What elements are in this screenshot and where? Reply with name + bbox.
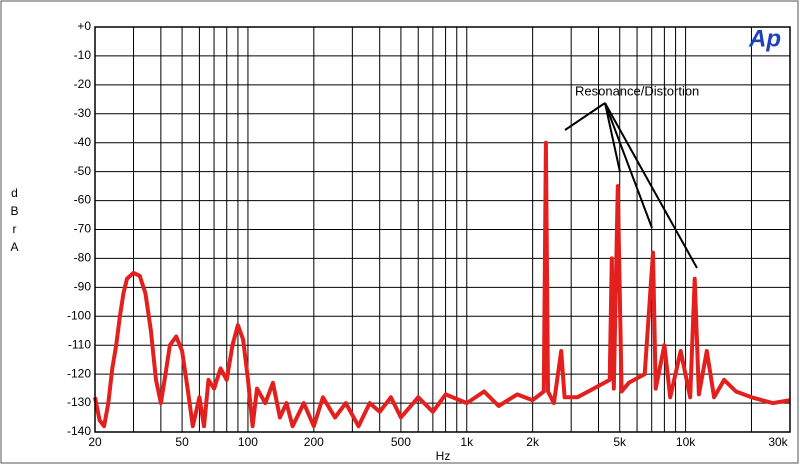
y-tick-label: -30 [74, 106, 92, 120]
y-tick-label: -20 [74, 77, 92, 91]
y-tick-label: -110 [68, 337, 91, 351]
x-tick-label: 100 [238, 435, 258, 449]
y-tick-label: -90 [74, 280, 92, 294]
annotation: Resonance/Distortion [575, 83, 699, 98]
plot-frame [94, 26, 791, 433]
logo: Ap [748, 25, 781, 52]
y-tick-label: -50 [74, 164, 92, 178]
y-tick-label: -40 [74, 135, 92, 149]
y-axis-label: dBrA [10, 186, 19, 254]
y-tick-label: -130 [67, 395, 91, 409]
x-tick-label: 2k [526, 435, 540, 449]
frame [0, 0, 799, 464]
y-tick-label: -10 [74, 48, 92, 62]
y-tick-label: -120 [67, 366, 91, 380]
annotation-arrows [564, 102, 698, 269]
x-tick-label: 20 [88, 435, 102, 449]
x-tick-label: 10k [676, 435, 696, 449]
y-tick-label: -60 [74, 193, 92, 207]
x-tick-label: 200 [304, 435, 324, 449]
y-tick-label: -70 [74, 222, 92, 236]
y-tick-label: -80 [74, 251, 92, 265]
x-tick-label: 5k [613, 435, 627, 449]
y-tick-label: -140 [67, 424, 91, 438]
x-tick-label: 1k [460, 435, 474, 449]
x-axis-label: Hz [436, 449, 451, 463]
x-tick-label: 500 [391, 435, 411, 449]
x-tick-label: 30k [768, 435, 788, 449]
y-tick-label: +0 [77, 19, 91, 33]
x-tick-label: 50 [175, 435, 189, 449]
line [93, 140, 791, 429]
y-tick-label: -100 [67, 308, 91, 322]
